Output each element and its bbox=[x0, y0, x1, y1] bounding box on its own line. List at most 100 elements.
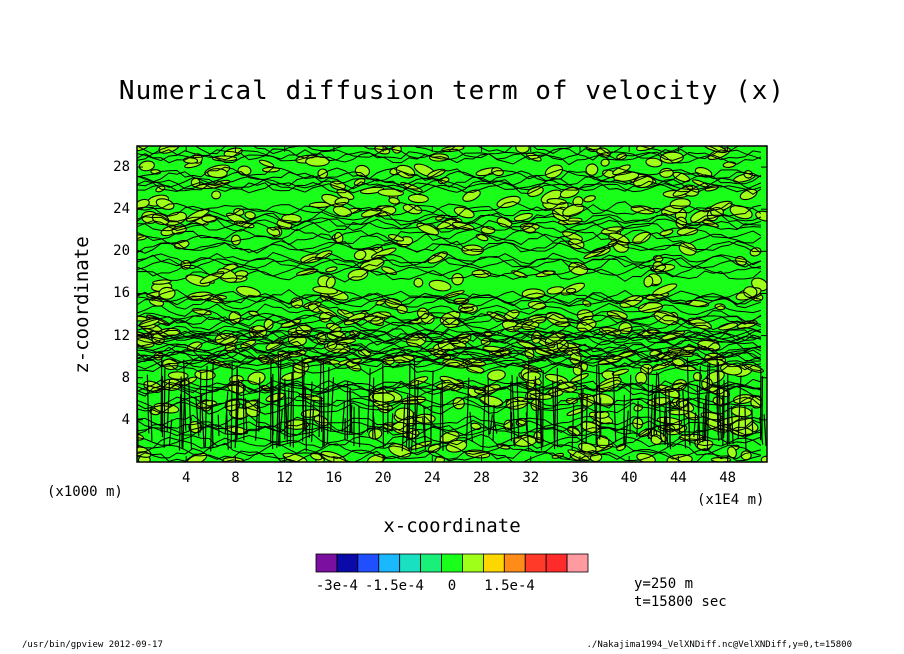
contour-streak bbox=[703, 395, 707, 441]
contour-patch bbox=[611, 368, 629, 376]
contour-patch bbox=[182, 157, 199, 164]
contour-streak bbox=[225, 400, 229, 450]
contour-streak bbox=[160, 358, 163, 432]
contour-patch bbox=[207, 168, 228, 179]
contour-patch bbox=[258, 159, 275, 168]
contour-line bbox=[137, 166, 762, 180]
contour-streak bbox=[761, 375, 764, 440]
contour-patch bbox=[755, 210, 767, 222]
contour-patch bbox=[710, 456, 732, 462]
contour-streak bbox=[664, 387, 669, 447]
contour-streak bbox=[737, 375, 742, 440]
contour-line bbox=[137, 228, 762, 243]
colorbar-swatch bbox=[566, 553, 589, 573]
colorbar-swatch bbox=[545, 553, 568, 573]
contour-line bbox=[137, 291, 762, 306]
contour-streak bbox=[482, 385, 487, 451]
contour-patch bbox=[237, 165, 252, 176]
contour-streak bbox=[696, 365, 702, 444]
contour-line bbox=[137, 327, 762, 341]
contour-patch bbox=[583, 195, 596, 203]
contour-patch bbox=[211, 190, 222, 200]
contour-streak bbox=[277, 357, 281, 447]
contour-patch bbox=[583, 247, 607, 259]
contour-line bbox=[137, 177, 762, 191]
colorbar-swatch bbox=[420, 553, 442, 573]
contour-streak bbox=[693, 412, 697, 438]
x-tick-label: 16 bbox=[325, 470, 343, 486]
contour-streak bbox=[629, 374, 632, 433]
contour-streak bbox=[178, 394, 182, 451]
contour-streak bbox=[408, 364, 411, 452]
contour-line bbox=[137, 435, 762, 449]
y-tick-label: 12 bbox=[113, 327, 130, 344]
contour-line bbox=[137, 329, 762, 343]
contour-streak bbox=[469, 412, 474, 443]
contour-line bbox=[137, 356, 762, 370]
contour-patch bbox=[666, 454, 693, 462]
contour-streak bbox=[730, 406, 734, 445]
contour-streak bbox=[585, 394, 588, 444]
contour-patch bbox=[659, 167, 674, 178]
colorbar-swatch bbox=[378, 553, 401, 573]
contour-line bbox=[137, 447, 762, 460]
contour-streak bbox=[678, 386, 681, 436]
contour-line bbox=[137, 318, 762, 332]
y-tick-label: 16 bbox=[113, 285, 130, 302]
contour-streak bbox=[664, 415, 667, 445]
contour-streak bbox=[686, 398, 691, 446]
colorbar-tick-label: -3e-4 bbox=[315, 578, 358, 594]
contour-streak bbox=[401, 403, 406, 452]
x-tick-label: 12 bbox=[276, 470, 294, 486]
contour-patch bbox=[511, 270, 528, 278]
contour-line bbox=[137, 423, 762, 437]
contour-streak bbox=[706, 362, 711, 450]
contour-streak bbox=[410, 412, 415, 451]
contour-patch bbox=[305, 156, 330, 167]
contour-streak bbox=[405, 405, 409, 448]
contour-streak bbox=[150, 407, 153, 441]
contour-line bbox=[137, 339, 762, 353]
footer-program-date: /usr/bin/gpview 2012-09-17 bbox=[22, 640, 163, 650]
contour-streak bbox=[366, 368, 371, 433]
contour-patch bbox=[718, 322, 739, 331]
contour-line bbox=[137, 313, 762, 327]
colorbar bbox=[315, 553, 589, 573]
colorbar-tick-label: -1.5e-4 bbox=[364, 578, 424, 594]
contour-streak bbox=[595, 364, 598, 445]
y-axis-ticks bbox=[137, 166, 767, 421]
contour-streak bbox=[525, 412, 530, 451]
colorbar-swatch bbox=[441, 553, 463, 573]
contour-streak bbox=[623, 416, 626, 449]
contour-line bbox=[137, 232, 762, 246]
contour-patch bbox=[480, 226, 496, 235]
colorbar-tick-label: 0 bbox=[447, 578, 457, 594]
contour-streak bbox=[199, 371, 202, 433]
contour-streak bbox=[326, 367, 330, 444]
contour-streak bbox=[302, 362, 305, 442]
contour-line bbox=[137, 302, 762, 317]
contour-patch bbox=[428, 279, 452, 292]
contour-patch bbox=[645, 157, 663, 168]
contour-streak bbox=[230, 362, 233, 449]
x-tick-label: 24 bbox=[423, 470, 441, 486]
y-tick-label: 20 bbox=[113, 243, 130, 260]
contour-patch bbox=[354, 164, 370, 178]
contour-patch bbox=[388, 197, 400, 205]
contour-streak bbox=[538, 387, 542, 446]
contour-streak bbox=[166, 379, 171, 432]
contour-streak bbox=[439, 390, 442, 449]
contour-streak bbox=[277, 358, 282, 447]
x-tick-label: 32 bbox=[522, 470, 540, 486]
x-tick-label: 8 bbox=[231, 470, 240, 486]
contour-streak bbox=[358, 406, 361, 448]
contour-patch bbox=[567, 449, 590, 461]
contour-streak bbox=[200, 394, 205, 448]
colorbar-swatch bbox=[482, 553, 505, 573]
contour-patch bbox=[613, 171, 640, 182]
contour-patch bbox=[158, 286, 176, 300]
contour-streak bbox=[318, 363, 322, 438]
contour-line bbox=[137, 218, 762, 232]
contour-streak bbox=[650, 384, 654, 436]
contour-line bbox=[137, 296, 762, 311]
